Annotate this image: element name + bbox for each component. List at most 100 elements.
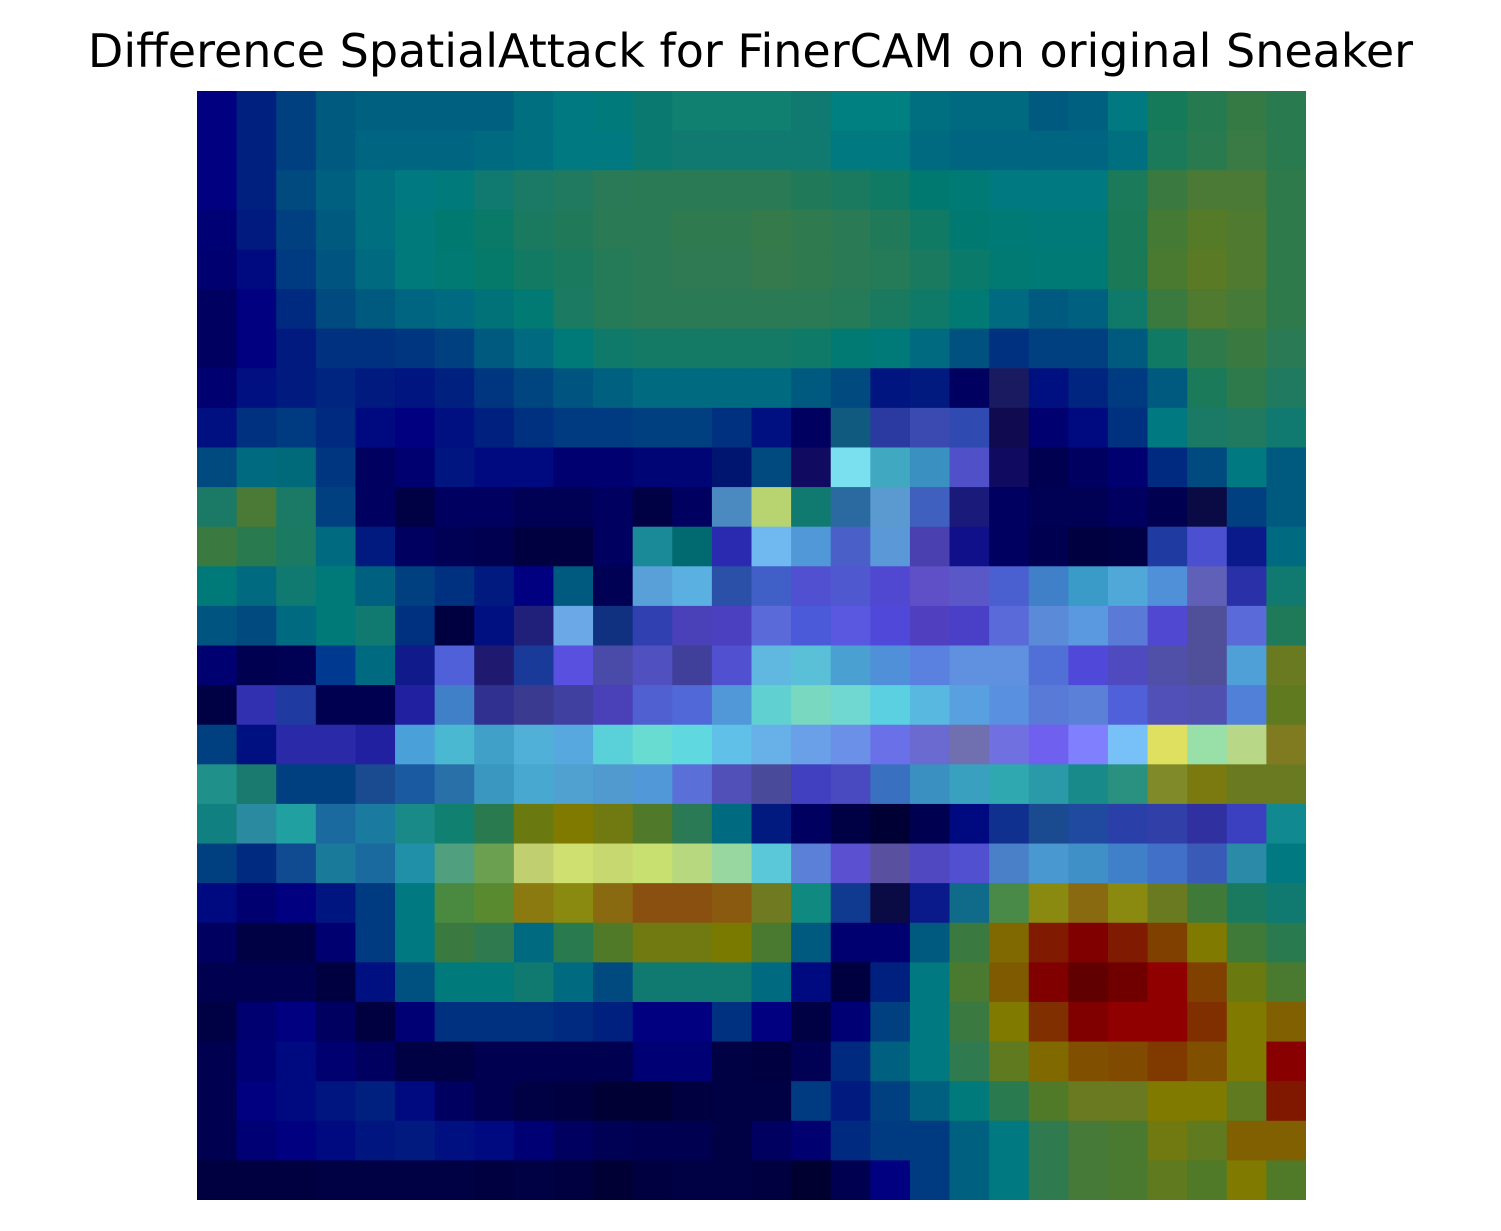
- heatmap-cell-r15-c2: [276, 685, 317, 726]
- heatmap-cell-r0-c15: [791, 91, 832, 132]
- heatmap-cell-r20-c25: [1187, 883, 1228, 924]
- heatmap-cell-r23-c1: [236, 1001, 277, 1043]
- heatmap-cell-r2-c18: [909, 170, 951, 211]
- heatmap-cell-r13-c18: [909, 605, 951, 647]
- heatmap-cell-r13-c0: [197, 605, 238, 647]
- heatmap-cell-r25-c15: [791, 1081, 832, 1122]
- heatmap-cell-r10-c17: [870, 487, 911, 528]
- heatmap-cell-r16-c3: [315, 724, 357, 765]
- heatmap-cell-r21-c6: [434, 922, 475, 963]
- heatmap-cell-r16-c25: [1187, 724, 1228, 765]
- heatmap-cell-r4-c21: [1028, 249, 1069, 290]
- heatmap-cell-r19-c13: [711, 843, 753, 884]
- heatmap-cell-r20-c9: [553, 883, 594, 924]
- heatmap-plot: [197, 91, 1306, 1200]
- heatmap-cell-r4-c19: [949, 249, 990, 290]
- heatmap-cell-r15-c25: [1187, 685, 1228, 726]
- heatmap-cell-r24-c3: [315, 1041, 357, 1082]
- heatmap-cell-r27-c21: [1028, 1160, 1069, 1200]
- heatmap-cell-r27-c15: [791, 1160, 832, 1200]
- heatmap-cell-r12-c13: [711, 566, 753, 607]
- heatmap-cell-r9-c4: [355, 447, 396, 488]
- heatmap-cell-r9-c22: [1068, 447, 1109, 488]
- heatmap-cell-r0-c10: [593, 91, 634, 132]
- heatmap-cell-r10-c25: [1187, 487, 1228, 528]
- heatmap-cell-r16-c19: [949, 724, 990, 765]
- heatmap-cell-r25-c4: [355, 1081, 396, 1122]
- heatmap-cell-r9-c15: [791, 447, 832, 488]
- heatmap-cell-r6-c27: [1266, 328, 1306, 369]
- heatmap-cell-r24-c2: [276, 1041, 317, 1082]
- heatmap-cell-r25-c5: [395, 1081, 436, 1122]
- heatmap-cell-r7-c19: [949, 368, 990, 409]
- heatmap-cell-r12-c19: [949, 566, 990, 607]
- heatmap-cell-r15-c11: [632, 685, 673, 726]
- heatmap-cell-r21-c21: [1028, 922, 1069, 963]
- heatmap-cell-r18-c3: [315, 803, 357, 845]
- heatmap-cell-r11-c22: [1068, 526, 1109, 567]
- heatmap-cell-r9-c7: [474, 447, 515, 488]
- heatmap-cell-r14-c16: [830, 645, 871, 686]
- heatmap-cell-r25-c9: [553, 1081, 594, 1122]
- heatmap-cell-r10-c23: [1107, 487, 1149, 528]
- heatmap-cell-r19-c23: [1107, 843, 1149, 884]
- heatmap-cell-r20-c27: [1266, 883, 1306, 924]
- heatmap-cell-r24-c27: [1266, 1041, 1306, 1082]
- heatmap-cell-r9-c0: [197, 447, 238, 488]
- heatmap-cell-r21-c3: [315, 922, 357, 963]
- heatmap-cell-r6-c23: [1107, 328, 1149, 369]
- heatmap-cell-r22-c14: [751, 962, 792, 1003]
- heatmap-cell-r10-c20: [989, 487, 1030, 528]
- heatmap-cell-r19-c1: [236, 843, 277, 884]
- heatmap-cell-r27-c7: [474, 1160, 515, 1200]
- heatmap-cell-r3-c26: [1226, 209, 1267, 251]
- heatmap-cell-r11-c25: [1187, 526, 1228, 567]
- heatmap-cell-r1-c24: [1147, 130, 1188, 171]
- heatmap-cell-r8-c23: [1107, 407, 1149, 449]
- heatmap-cell-r23-c26: [1226, 1001, 1267, 1043]
- heatmap-cell-r19-c10: [593, 843, 634, 884]
- heatmap-cell-r1-c16: [830, 130, 871, 171]
- heatmap-cell-r3-c17: [870, 209, 911, 251]
- heatmap-cell-r5-c20: [989, 289, 1030, 330]
- heatmap-cell-r14-c1: [236, 645, 277, 686]
- heatmap-cell-r3-c18: [909, 209, 951, 251]
- heatmap-cell-r1-c25: [1187, 130, 1228, 171]
- heatmap-cell-r7-c3: [315, 368, 357, 409]
- heatmap-cell-r8-c10: [593, 407, 634, 449]
- heatmap-cell-r17-c27: [1266, 764, 1306, 805]
- heatmap-cell-r1-c10: [593, 130, 634, 171]
- heatmap-cell-r14-c20: [989, 645, 1030, 686]
- heatmap-cell-r8-c1: [236, 407, 277, 449]
- heatmap-cell-r7-c26: [1226, 368, 1267, 409]
- heatmap-cell-r19-c21: [1028, 843, 1069, 884]
- heatmap-cell-r6-c24: [1147, 328, 1188, 369]
- heatmap-cell-r8-c16: [830, 407, 871, 449]
- heatmap-cell-r12-c4: [355, 566, 396, 607]
- heatmap-cell-r2-c3: [315, 170, 357, 211]
- heatmap-cell-r4-c2: [276, 249, 317, 290]
- heatmap-cell-r13-c17: [870, 605, 911, 647]
- heatmap-cell-r10-c13: [711, 487, 753, 528]
- heatmap-cell-r14-c7: [474, 645, 515, 686]
- heatmap-cell-r25-c14: [751, 1081, 792, 1122]
- heatmap-cell-r16-c26: [1226, 724, 1267, 765]
- heatmap-cell-r16-c9: [553, 724, 594, 765]
- heatmap-cell-r10-c1: [236, 487, 277, 528]
- heatmap-cell-r12-c26: [1226, 566, 1267, 607]
- heatmap-cell-r1-c26: [1226, 130, 1267, 171]
- heatmap-cell-r9-c13: [711, 447, 753, 488]
- heatmap-cell-r14-c10: [593, 645, 634, 686]
- heatmap-cell-r27-c25: [1187, 1160, 1228, 1200]
- heatmap-cell-r9-c2: [276, 447, 317, 488]
- heatmap-cell-r24-c13: [711, 1041, 753, 1082]
- heatmap-cell-r11-c7: [474, 526, 515, 567]
- heatmap-cell-r20-c3: [315, 883, 357, 924]
- heatmap-cell-r13-c12: [672, 605, 713, 647]
- heatmap-cell-r10-c9: [553, 487, 594, 528]
- heatmap-cell-r7-c10: [593, 368, 634, 409]
- heatmap-cell-r23-c19: [949, 1001, 990, 1043]
- heatmap-cell-r19-c3: [315, 843, 357, 884]
- heatmap-cell-r15-c7: [474, 685, 515, 726]
- heatmap-cell-r24-c15: [791, 1041, 832, 1082]
